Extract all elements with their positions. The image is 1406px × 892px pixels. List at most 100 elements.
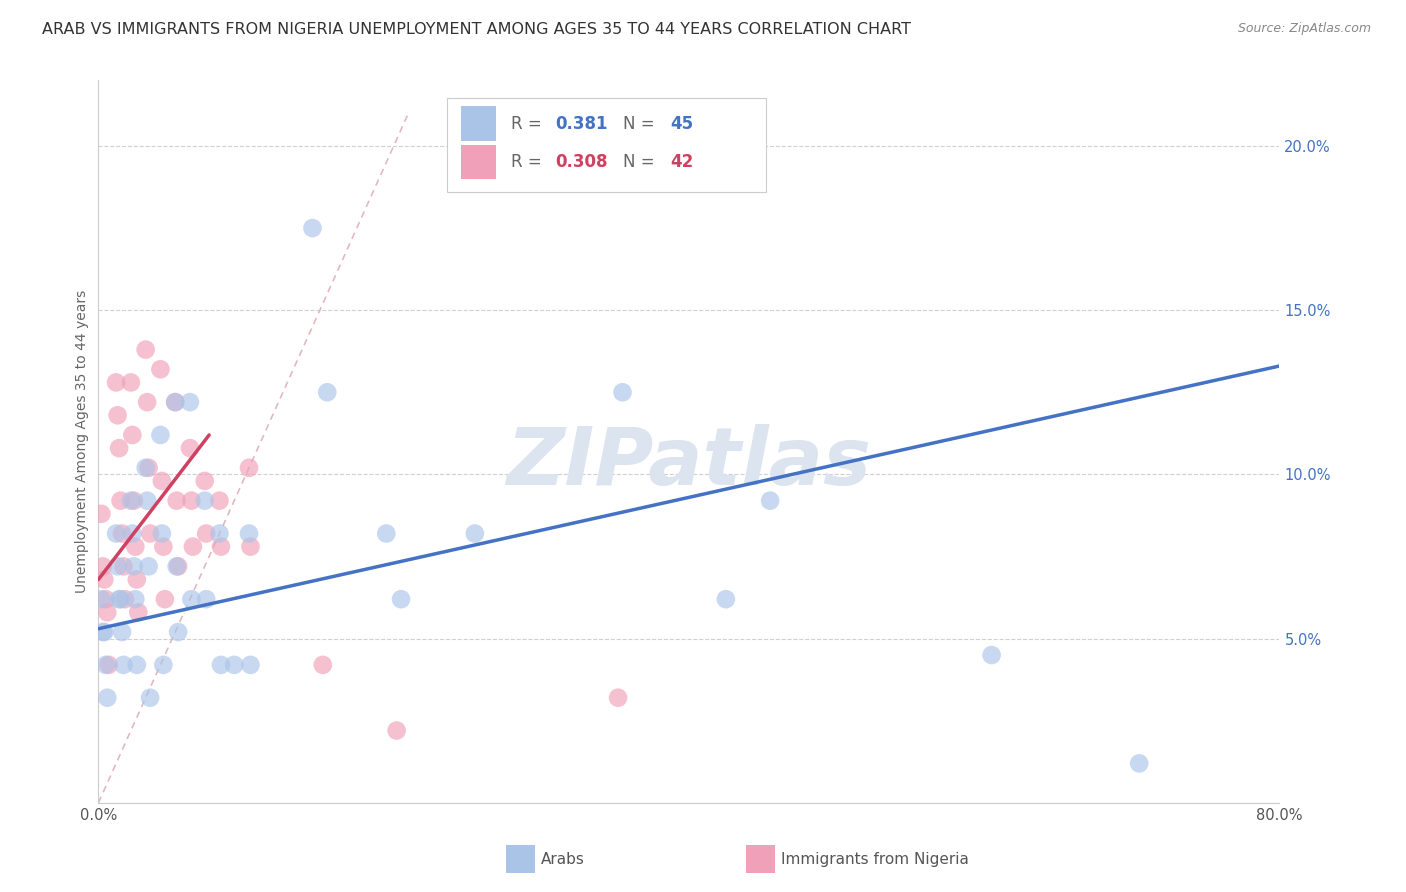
Point	[301, 221, 323, 235]
Y-axis label: Unemployment Among Ages 35 to 44 years: Unemployment Among Ages 35 to 44 years	[75, 290, 89, 593]
Text: Arabs: Arabs	[541, 852, 585, 867]
Point	[94, 657, 117, 672]
Point	[165, 395, 187, 409]
Point	[149, 428, 172, 442]
Point	[150, 474, 173, 488]
Point	[152, 540, 174, 554]
Point	[238, 526, 260, 541]
Point	[111, 526, 134, 541]
Point	[90, 507, 112, 521]
Point	[167, 625, 190, 640]
Text: 0.381: 0.381	[555, 115, 607, 133]
Point	[195, 526, 218, 541]
Point	[181, 540, 204, 554]
Point	[759, 493, 782, 508]
Point	[138, 460, 160, 475]
Point	[980, 648, 1002, 662]
Point	[464, 526, 486, 541]
Point	[209, 657, 232, 672]
Point	[112, 559, 135, 574]
Point	[105, 526, 128, 541]
Point	[121, 428, 143, 442]
Point	[120, 493, 142, 508]
Point	[127, 605, 149, 619]
Point	[96, 605, 118, 619]
Point	[166, 493, 188, 508]
Point	[105, 376, 128, 390]
Point	[124, 540, 146, 554]
Point	[93, 625, 115, 640]
Point	[167, 559, 190, 574]
Point	[136, 395, 159, 409]
Point	[111, 625, 134, 640]
Point	[107, 559, 129, 574]
Text: ARAB VS IMMIGRANTS FROM NIGERIA UNEMPLOYMENT AMONG AGES 35 TO 44 YEARS CORRELATI: ARAB VS IMMIGRANTS FROM NIGERIA UNEMPLOY…	[42, 22, 911, 37]
Point	[124, 592, 146, 607]
Point	[612, 385, 634, 400]
Point	[180, 493, 202, 508]
Point	[224, 657, 246, 672]
Point	[122, 493, 145, 508]
Point	[138, 559, 160, 574]
Point	[166, 559, 188, 574]
Point	[180, 592, 202, 607]
Text: Immigrants from Nigeria: Immigrants from Nigeria	[782, 852, 969, 867]
Point	[121, 526, 143, 541]
Point	[139, 690, 162, 705]
Point	[90, 592, 112, 607]
Point	[108, 441, 131, 455]
Text: Source: ZipAtlas.com: Source: ZipAtlas.com	[1237, 22, 1371, 36]
Point	[125, 573, 148, 587]
Point	[110, 493, 132, 508]
Point	[94, 592, 117, 607]
Point	[108, 592, 131, 607]
Point	[96, 690, 118, 705]
Point	[165, 395, 187, 409]
Text: R =: R =	[510, 115, 547, 133]
Point	[239, 657, 262, 672]
Point	[316, 385, 339, 400]
Point	[239, 540, 262, 554]
Point	[150, 526, 173, 541]
Bar	[745, 846, 775, 873]
Bar	[461, 145, 496, 179]
Point	[1128, 756, 1150, 771]
Point	[97, 657, 120, 672]
Point	[153, 592, 176, 607]
Point	[135, 460, 157, 475]
Bar	[461, 106, 496, 141]
Point	[238, 460, 260, 475]
Text: R =: R =	[510, 153, 547, 171]
Point	[139, 526, 162, 541]
Point	[114, 592, 136, 607]
Point	[112, 657, 135, 672]
Point	[312, 657, 335, 672]
Point	[375, 526, 398, 541]
Point	[607, 690, 630, 705]
Point	[107, 409, 129, 423]
Point	[194, 493, 217, 508]
Point	[152, 657, 174, 672]
Point	[209, 540, 232, 554]
Text: 45: 45	[671, 115, 693, 133]
Point	[385, 723, 408, 738]
Text: N =: N =	[623, 153, 659, 171]
Point	[149, 362, 172, 376]
Point	[120, 376, 142, 390]
Point	[194, 474, 217, 488]
Point	[91, 559, 114, 574]
Point	[179, 395, 201, 409]
Text: 42: 42	[671, 153, 693, 171]
Text: 0.308: 0.308	[555, 153, 607, 171]
Point	[195, 592, 218, 607]
Point	[122, 559, 145, 574]
Point	[179, 441, 201, 455]
Point	[389, 592, 412, 607]
Point	[208, 493, 231, 508]
Point	[91, 625, 114, 640]
Point	[208, 526, 231, 541]
Text: N =: N =	[623, 115, 659, 133]
FancyBboxPatch shape	[447, 98, 766, 193]
Point	[135, 343, 157, 357]
Text: ZIPatlas: ZIPatlas	[506, 425, 872, 502]
